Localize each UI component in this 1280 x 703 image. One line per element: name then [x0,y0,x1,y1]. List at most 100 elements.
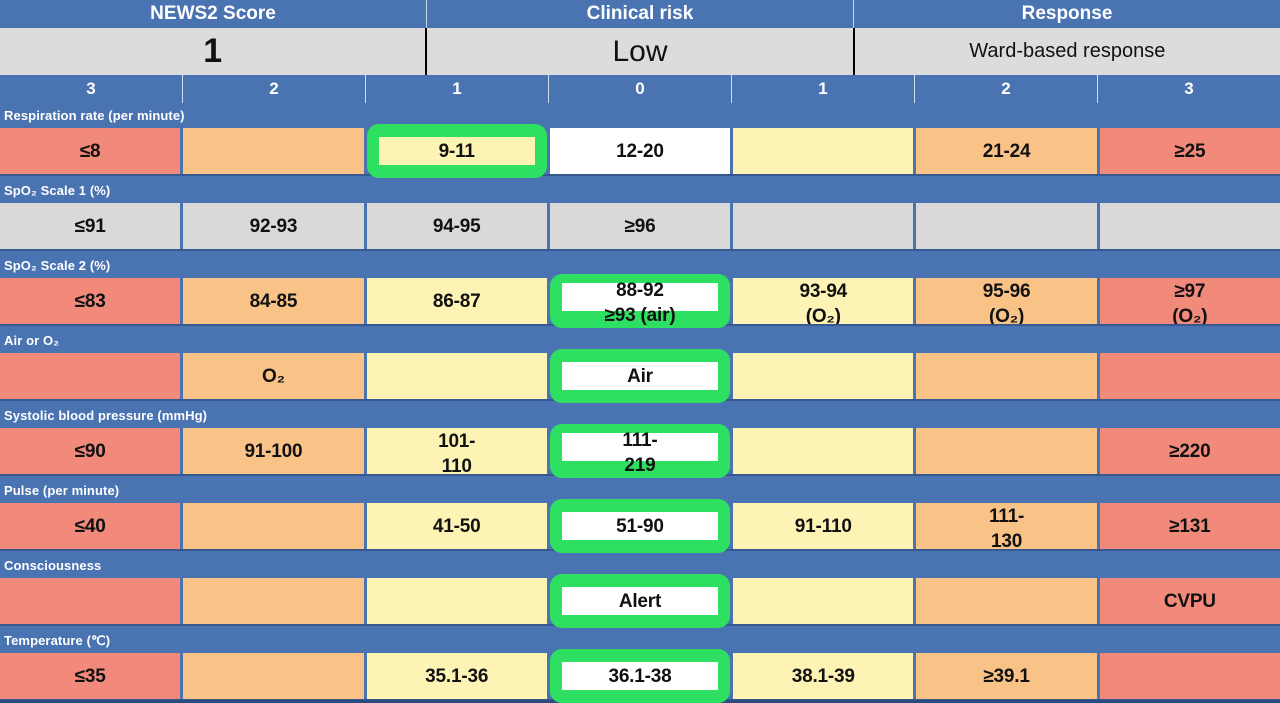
range-cell[interactable]: 38.1-39 [733,653,914,699]
range-cell[interactable]: 9-11 [366,124,547,178]
range-cell[interactable]: 95-96 (O₂) [916,278,1097,324]
param-cells: ≤91 92-93 94-95 ≥96 [0,203,1280,251]
param-cells: ≤90 91-100 101- 110 111- 219 ≥220 [0,424,1280,478]
range-text: 92-93 [249,215,298,237]
range-text: 91-110 [794,515,852,537]
range-text: ≤90 [74,440,106,462]
range-cell[interactable] [733,353,914,399]
range-cell[interactable]: ≤90 [0,428,181,474]
range-cell[interactable]: 36.1-38 [549,649,731,703]
range-cell[interactable] [916,428,1097,474]
range-cell[interactable]: 21-24 [916,128,1097,174]
range-text: 41-50 [432,515,481,537]
range-cell[interactable] [1099,203,1280,249]
range-cell[interactable]: 91-100 [183,428,364,474]
range-cell[interactable]: 93-94 (O₂) [733,278,914,324]
param-spo2-scale-1: SpO₂ Scale 1 (%) ≤91 92-93 94-95 ≥96 [0,178,1280,253]
score-col-2-left: 2 [182,75,365,103]
range-cell[interactable] [916,353,1097,399]
range-cell[interactable] [366,578,547,624]
param-air-or-o2: Air or O₂ O₂ Air [0,328,1280,403]
range-cell[interactable]: ≥131 [1099,503,1280,549]
range-cell[interactable] [733,578,914,624]
range-cell[interactable] [1099,353,1280,399]
header-row: NEWS2 Score Clinical risk Response [0,0,1280,28]
range-text: 111- 130 [988,506,1025,549]
range-cell[interactable] [733,203,914,249]
param-temperature: Temperature (℃) ≤35 35.1-36 36.1-38 38.1… [0,628,1280,703]
range-cell[interactable] [1099,653,1280,699]
range-text: 101- 110 [438,431,476,474]
range-cell[interactable] [366,353,547,399]
range-text: 93-94 (O₂) [799,281,848,324]
range-cell[interactable]: ≤40 [0,503,181,549]
param-label: Respiration rate (per minute) [4,108,185,123]
range-text: ≥97 (O₂) [1172,281,1208,324]
range-cell[interactable] [183,128,364,174]
range-cell[interactable]: Air [549,349,731,403]
range-cell[interactable] [916,578,1097,624]
range-text: ≥220 [1169,440,1211,462]
score-col-1-right: 1 [731,75,914,103]
range-cell[interactable]: ≤83 [0,278,181,324]
range-text: ≤40 [74,515,106,537]
param-cells: ≤83 84-85 86-87 88-92 ≥93 (air) 93-94 (O… [0,274,1280,328]
range-text: 12-20 [616,140,664,162]
score-columns-row: 3 2 1 0 1 2 3 [0,75,1280,103]
param-respiration-rate: Respiration rate (per minute) ≤8 9-11 12… [0,103,1280,178]
range-cell[interactable]: ≤35 [0,653,181,699]
range-cell[interactable]: ≥25 [1099,128,1280,174]
range-text: 111- 219 [622,430,658,476]
range-text: Alert [618,590,662,612]
param-cells: ≤8 9-11 12-20 21-24 ≥25 [0,124,1280,178]
range-cell[interactable] [183,503,364,549]
range-cell[interactable]: Alert [549,574,731,628]
clinical-risk-value: Low [425,28,852,75]
range-text: 84-85 [249,290,298,312]
response-header-label: Response [1021,3,1113,24]
range-cell[interactable]: 35.1-36 [366,653,547,699]
range-cell[interactable]: ≥39.1 [916,653,1097,699]
range-cell[interactable]: 86-87 [366,278,547,324]
range-cell[interactable] [183,578,364,624]
range-cell[interactable]: 41-50 [366,503,547,549]
param-label: Consciousness [4,558,102,573]
range-text: O₂ [262,365,285,387]
param-label: Pulse (per minute) [4,483,120,498]
range-cell[interactable]: O₂ [183,353,364,399]
range-cell[interactable] [0,353,181,399]
range-cell[interactable]: ≥220 [1099,428,1280,474]
range-cell[interactable]: ≤8 [0,128,181,174]
range-cell[interactable]: 94-95 [366,203,547,249]
range-text: 88-92 ≥93 (air) [604,280,676,326]
range-text: 94-95 [432,215,481,237]
range-cell[interactable]: 111- 219 [549,424,731,478]
range-cell[interactable]: ≥96 [549,203,731,249]
param-spo2-scale-2: SpO₂ Scale 2 (%) ≤83 84-85 86-87 88-92 ≥… [0,253,1280,328]
range-cell[interactable] [183,653,364,699]
range-text: 38.1-39 [791,665,855,687]
range-text: 35.1-36 [425,665,489,687]
range-cell[interactable]: 111- 130 [916,503,1097,549]
range-cell[interactable] [733,128,914,174]
range-cell[interactable]: 101- 110 [366,428,547,474]
range-cell[interactable] [733,428,914,474]
param-systolic-bp: Systolic blood pressure (mmHg) ≤90 91-10… [0,403,1280,478]
range-cell[interactable]: 84-85 [183,278,364,324]
range-cell[interactable]: 91-110 [733,503,914,549]
range-cell[interactable]: ≥97 (O₂) [1099,278,1280,324]
news2-score-header-label: NEWS2 Score [150,3,276,24]
range-cell[interactable] [916,203,1097,249]
clinical-risk-header: Clinical risk [426,0,853,28]
range-text: ≤91 [74,215,106,237]
range-cell[interactable]: ≤91 [0,203,181,249]
range-text: 51-90 [616,515,664,537]
range-cell[interactable]: 92-93 [183,203,364,249]
range-cell[interactable]: 12-20 [549,128,731,174]
range-cell[interactable]: 51-90 [549,499,731,553]
range-cell[interactable]: 88-92 ≥93 (air) [549,274,731,328]
range-cell[interactable]: CVPU [1099,578,1280,624]
range-cell[interactable] [0,578,181,624]
range-text: ≤83 [74,290,106,312]
news2-score-value: 1 [203,32,223,70]
